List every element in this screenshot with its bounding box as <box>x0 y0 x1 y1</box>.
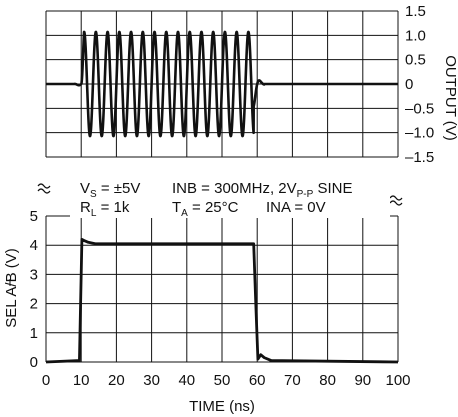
x-tick-label: 40 <box>178 372 195 389</box>
axis-break-left <box>37 180 52 194</box>
x-tick-label: 0 <box>42 372 50 389</box>
top-y-tick-label: –0.5 <box>405 100 434 117</box>
bottom-y-tick-label: 0 <box>30 354 38 371</box>
x-tick-label: 20 <box>108 372 125 389</box>
bottom-y-tick-label: 2 <box>30 296 38 313</box>
top-y-tick-label: –1.5 <box>405 149 434 166</box>
top-y-tick-label: 0 <box>405 76 413 93</box>
x-tick-labels: 0 10 20 30 40 50 60 70 80 90 100 <box>42 372 411 389</box>
bottom-y-tick-label: 1 <box>30 325 38 342</box>
x-tick-label: 30 <box>143 372 160 389</box>
bottom-y-axis-label: SEL A/B (V) <box>3 248 20 327</box>
supply-condition: VS = ±5V <box>80 180 140 200</box>
top-y-axis-label: OUTPUT (V) <box>442 55 458 141</box>
bottom-y-tick-labels: 5 4 3 2 1 0 <box>30 208 38 371</box>
top-y-tick-label: 0.5 <box>405 52 426 69</box>
x-tick-label: 80 <box>319 372 336 389</box>
bottom-panel-grid <box>45 215 399 363</box>
top-y-tick-labels: 1.5 1.0 0.5 0 –0.5 –1.0 –1.5 <box>405 3 434 166</box>
x-axis-label: TIME (ns) <box>189 398 255 415</box>
ina-condition: INA = 0V <box>266 199 326 216</box>
bottom-y-tick-label: 4 <box>30 237 38 254</box>
x-tick-label: 50 <box>214 372 231 389</box>
top-y-tick-label: –1.0 <box>405 125 434 142</box>
inb-condition: INB = 300MHz, 2VP-P SINE <box>172 180 353 200</box>
temperature-condition: TA = 25°C <box>172 199 239 219</box>
bottom-y-tick-label: 3 <box>30 266 38 283</box>
bottom-y-tick-label: 5 <box>30 208 38 225</box>
x-tick-label: 100 <box>385 372 410 389</box>
output-burst-trace <box>44 30 400 138</box>
x-tick-label: 90 <box>354 372 371 389</box>
x-tick-label: 10 <box>73 372 90 389</box>
x-tick-label: 60 <box>249 372 266 389</box>
conditions-annotation: VS = ±5V INB = 300MHz, 2VP-P SINE RL = 1… <box>70 176 390 219</box>
top-y-tick-label: 1.5 <box>405 3 426 20</box>
load-condition: RL = 1k <box>80 199 130 219</box>
axis-break-right <box>389 192 404 206</box>
sel-pulse-trace <box>45 237 399 364</box>
x-tick-label: 70 <box>284 372 301 389</box>
top-y-tick-label: 1.0 <box>405 27 426 44</box>
